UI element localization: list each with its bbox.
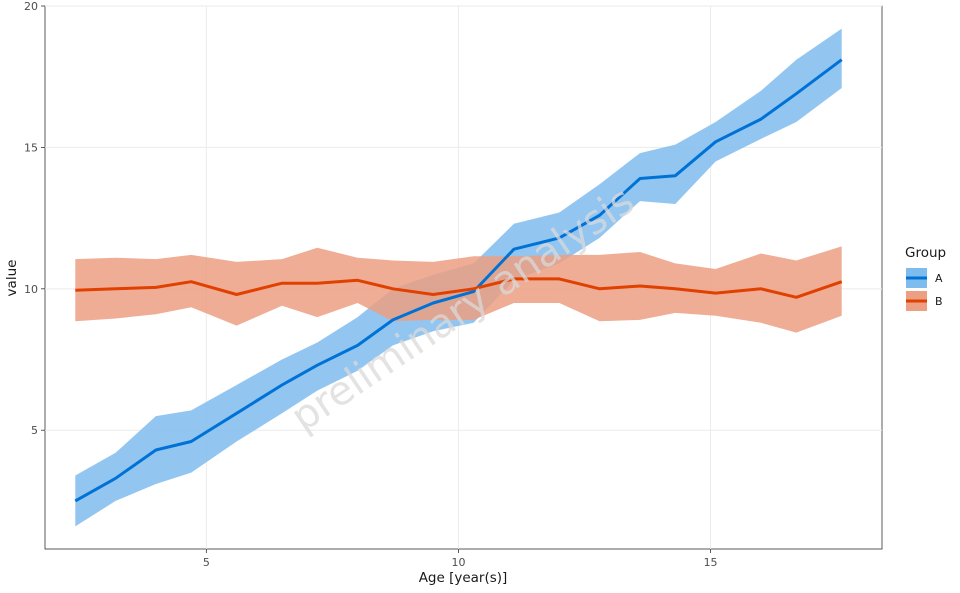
x-axis-title: Age [year(s)] bbox=[419, 570, 508, 586]
x-tick-label: 15 bbox=[704, 556, 718, 569]
legend: Group AB bbox=[905, 245, 946, 311]
y-tick-label: 5 bbox=[31, 424, 38, 437]
line-A bbox=[74, 58, 843, 503]
axis-ticks bbox=[41, 5, 711, 553]
y-tick-label: 20 bbox=[24, 0, 38, 13]
y-tick-label: 15 bbox=[24, 141, 38, 154]
y-axis-title: value bbox=[4, 260, 20, 297]
y-tick-label: 10 bbox=[24, 283, 38, 296]
line-B bbox=[75, 277, 843, 299]
x-tick-label: 5 bbox=[203, 556, 210, 569]
series-lines bbox=[74, 58, 843, 503]
legend-label-B: B bbox=[935, 295, 943, 308]
legend-title: Group bbox=[905, 245, 946, 261]
tick-labels: 5 10 15 5 10 15 20 bbox=[24, 0, 718, 569]
legend-label-A: A bbox=[935, 272, 943, 285]
x-tick-label: 10 bbox=[451, 556, 465, 569]
